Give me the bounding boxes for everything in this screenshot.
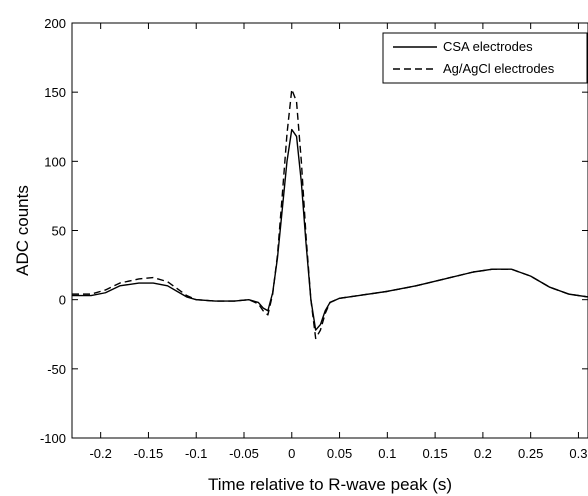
legend-label-csa-electrodes: CSA electrodes	[443, 39, 533, 54]
legend: CSA electrodes Ag/AgCl electrodes	[382, 32, 588, 84]
x-tick-label: -0.05	[229, 446, 259, 461]
y-tick-label: 0	[59, 293, 66, 308]
x-tick-label: 0.15	[422, 446, 447, 461]
y-tick-label: 50	[52, 224, 66, 239]
x-tick-label: 0.25	[518, 446, 543, 461]
x-tick-label: 0.05	[327, 446, 352, 461]
y-tick-label: 150	[44, 85, 66, 100]
legend-label-ag-agcl-electrodes: Ag/AgCl electrodes	[443, 61, 555, 76]
y-axis-ticks: -100 -50 0 50 100 150 200	[40, 16, 588, 446]
x-tick-label: 0.1	[378, 446, 396, 461]
series-layer	[72, 88, 588, 340]
plot-area-border	[71, 22, 588, 439]
y-axis-title: ADC counts	[13, 185, 32, 276]
plot-frame	[71, 22, 588, 439]
y-tick-label: -50	[47, 362, 66, 377]
x-axis-title: Time relative to R-wave peak (s)	[208, 475, 452, 494]
y-tick-label: 200	[44, 16, 66, 31]
legend-box	[382, 32, 588, 84]
x-tick-label: -0.15	[134, 446, 164, 461]
x-tick-label: -0.1	[185, 446, 207, 461]
x-tick-label: 0	[288, 446, 295, 461]
x-tick-label: 0.3	[569, 446, 587, 461]
y-tick-label: 100	[44, 154, 66, 169]
x-axis-ticks: -0.2 -0.15 -0.1 -0.05 0 0.05 0.1 0.15 0.2 0.25 0.3	[89, 23, 587, 461]
x-tick-label: -0.2	[89, 446, 111, 461]
series-line-csa-electrodes	[72, 128, 588, 331]
y-tick-label: -100	[40, 431, 66, 446]
x-tick-label: 0.2	[474, 446, 492, 461]
